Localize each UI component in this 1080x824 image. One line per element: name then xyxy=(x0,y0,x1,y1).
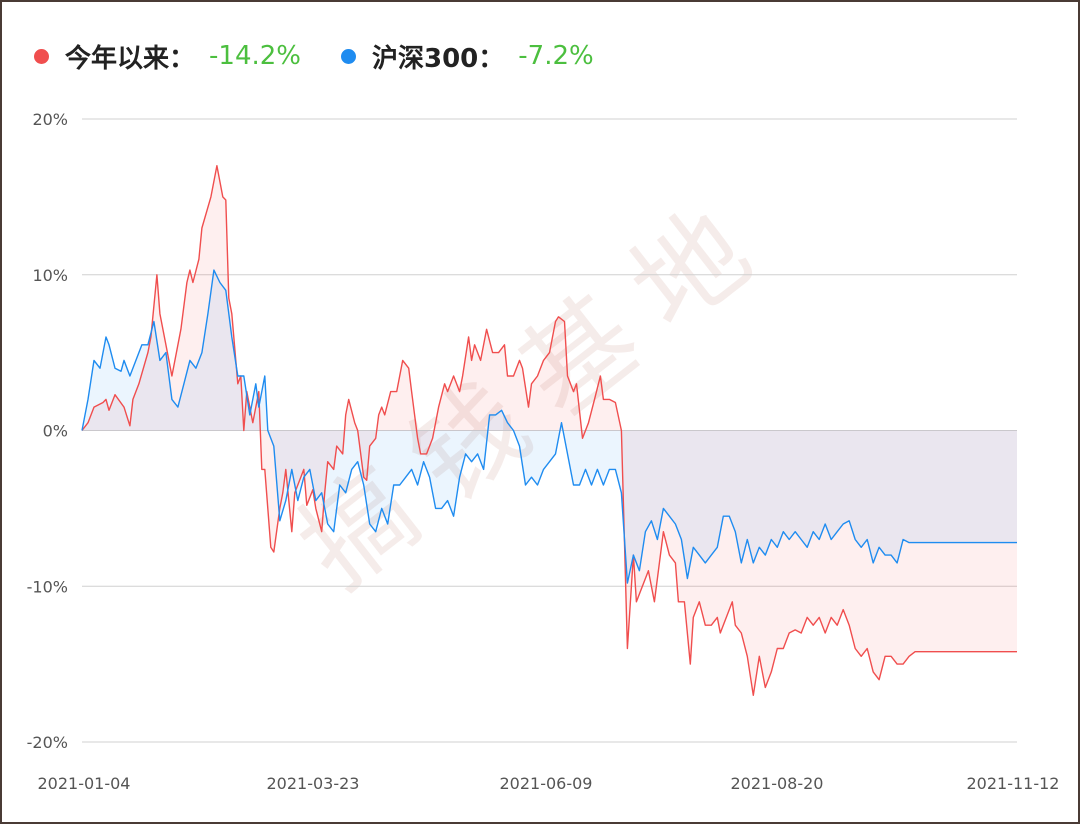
area-fills xyxy=(82,165,1017,696)
x-tick-label: 2021-11-12 xyxy=(967,774,1060,793)
index-area xyxy=(82,270,1017,584)
legend-item-fund: 今年以来： -14.2% xyxy=(34,38,301,75)
legend-fund-label: 今年以来： xyxy=(65,43,196,74)
x-axis-labels: 2021-01-04 2021-03-23 2021-06-09 2021-08-20… xyxy=(38,774,1060,793)
legend-fund-value: -14.2% xyxy=(209,41,301,71)
y-tick-label: -10% xyxy=(27,577,68,596)
legend: 今年以来： -14.2% 沪深300： -7.2% xyxy=(34,36,634,76)
index-line xyxy=(81,269,1017,584)
y-axis-labels: 20% 10% 0% -10% -20% xyxy=(27,110,68,752)
y-tick-label: 20% xyxy=(32,110,68,129)
y-tick-label: 10% xyxy=(32,266,68,285)
series-lines xyxy=(81,165,1017,696)
index-dot-icon xyxy=(341,48,356,64)
x-tick-label: 2021-01-04 xyxy=(38,774,131,793)
fund-dot-icon xyxy=(34,48,49,64)
legend-item-index: 沪深300： -7.2% xyxy=(341,38,594,75)
x-tick-label: 2021-08-20 xyxy=(731,774,824,793)
y-tick-label: -20% xyxy=(27,733,68,752)
legend-index-value: -7.2% xyxy=(518,41,594,71)
x-tick-label: 2021-06-09 xyxy=(500,774,593,793)
x-tick-label: 2021-03-23 xyxy=(267,774,360,793)
fund-area xyxy=(82,165,1017,696)
grid-lines xyxy=(82,118,1017,743)
legend-index-label: 沪深300： xyxy=(372,43,505,74)
fund-line xyxy=(81,165,1017,696)
y-tick-label: 0% xyxy=(43,422,68,441)
